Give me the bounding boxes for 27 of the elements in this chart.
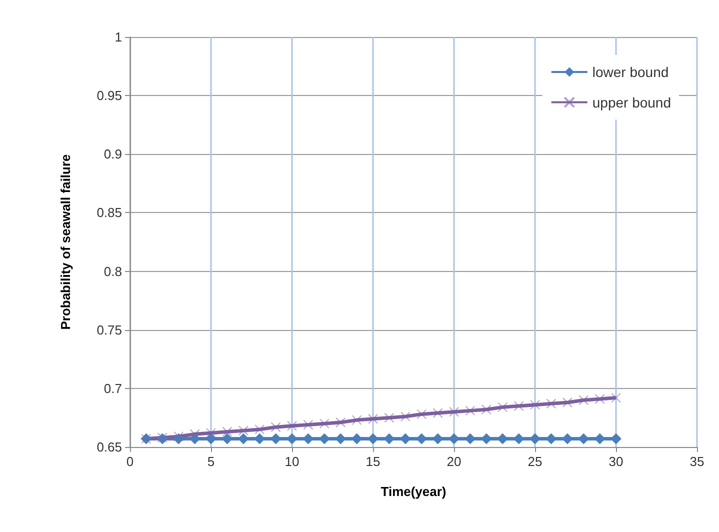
point <box>206 433 216 444</box>
point <box>610 433 622 444</box>
legend-label: lower bound <box>592 64 669 80</box>
y-tick-label: 0.95 <box>96 88 122 104</box>
point <box>368 433 378 444</box>
x-axis-title: Time(year) <box>380 484 446 499</box>
point <box>530 433 540 444</box>
y-tick-label: 1 <box>114 30 122 44</box>
x-tick-label: 25 <box>528 454 542 469</box>
y-tick-label: 0.8 <box>104 264 122 279</box>
x-tick-label: 15 <box>366 454 380 469</box>
point <box>173 433 184 444</box>
y-tick-label: 0.65 <box>96 440 122 454</box>
y-axis-title: Probability of seawall failure <box>58 154 73 330</box>
point <box>286 433 298 444</box>
y-tick-label: 0.85 <box>96 205 122 220</box>
x-tick-label: 20 <box>446 454 462 469</box>
x-tick-label: 0 <box>126 454 134 469</box>
legend-label: upper bound <box>592 94 672 110</box>
point <box>448 433 460 444</box>
y-tick-label: 0.75 <box>96 322 122 338</box>
y-tick-label: 0.7 <box>104 380 122 396</box>
x-tick-label: 30 <box>608 454 624 469</box>
x-tick-label: 5 <box>207 454 215 469</box>
y-tick-label: 0.9 <box>104 146 122 162</box>
x-tick-label: 10 <box>284 454 300 469</box>
x-tick-label: 35 <box>690 454 704 469</box>
